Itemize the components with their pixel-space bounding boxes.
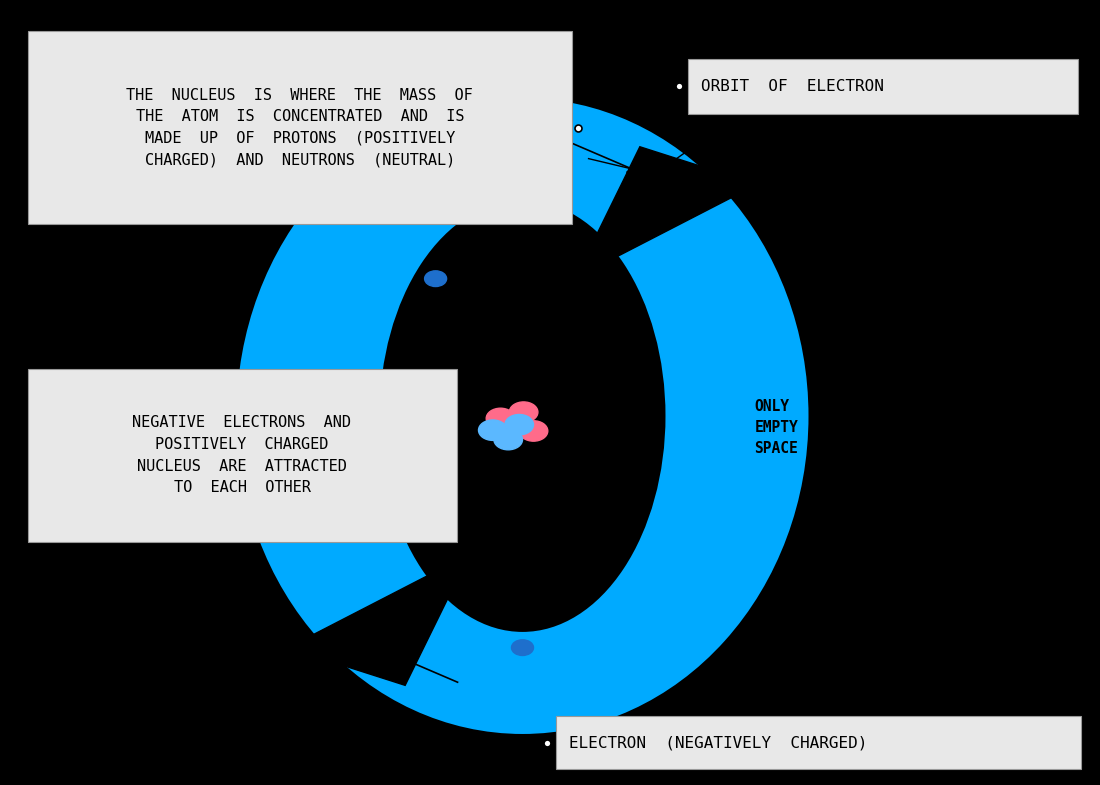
Text: ORBIT  OF  ELECTRON: ORBIT OF ELECTRON bbox=[701, 78, 883, 94]
Circle shape bbox=[478, 420, 507, 440]
Text: ELECTRON  (NEGATIVELY  CHARGED): ELECTRON (NEGATIVELY CHARGED) bbox=[569, 735, 867, 750]
Circle shape bbox=[509, 402, 538, 422]
Circle shape bbox=[519, 421, 548, 441]
FancyBboxPatch shape bbox=[28, 31, 572, 224]
Circle shape bbox=[486, 408, 515, 429]
Ellipse shape bbox=[236, 98, 808, 734]
Circle shape bbox=[512, 640, 534, 655]
Circle shape bbox=[494, 429, 522, 450]
Ellipse shape bbox=[379, 200, 666, 632]
FancyBboxPatch shape bbox=[688, 59, 1078, 114]
Circle shape bbox=[505, 414, 534, 435]
Circle shape bbox=[425, 271, 447, 287]
FancyBboxPatch shape bbox=[28, 369, 456, 542]
Text: THE  NUCLEUS  IS  WHERE  THE  MASS  OF
THE  ATOM  IS  CONCENTRATED  AND  IS
MADE: THE NUCLEUS IS WHERE THE MASS OF THE ATO… bbox=[126, 88, 473, 167]
Polygon shape bbox=[575, 147, 757, 278]
Text: ONLY
EMPTY
SPACE: ONLY EMPTY SPACE bbox=[755, 400, 799, 456]
FancyBboxPatch shape bbox=[556, 716, 1081, 769]
Text: NEGATIVE  ELECTRONS  AND
POSITIVELY  CHARGED
NUCLEUS  ARE  ATTRACTED
TO  EACH  O: NEGATIVE ELECTRONS AND POSITIVELY CHARGE… bbox=[132, 415, 352, 495]
Circle shape bbox=[55, 432, 77, 447]
Polygon shape bbox=[288, 554, 470, 685]
